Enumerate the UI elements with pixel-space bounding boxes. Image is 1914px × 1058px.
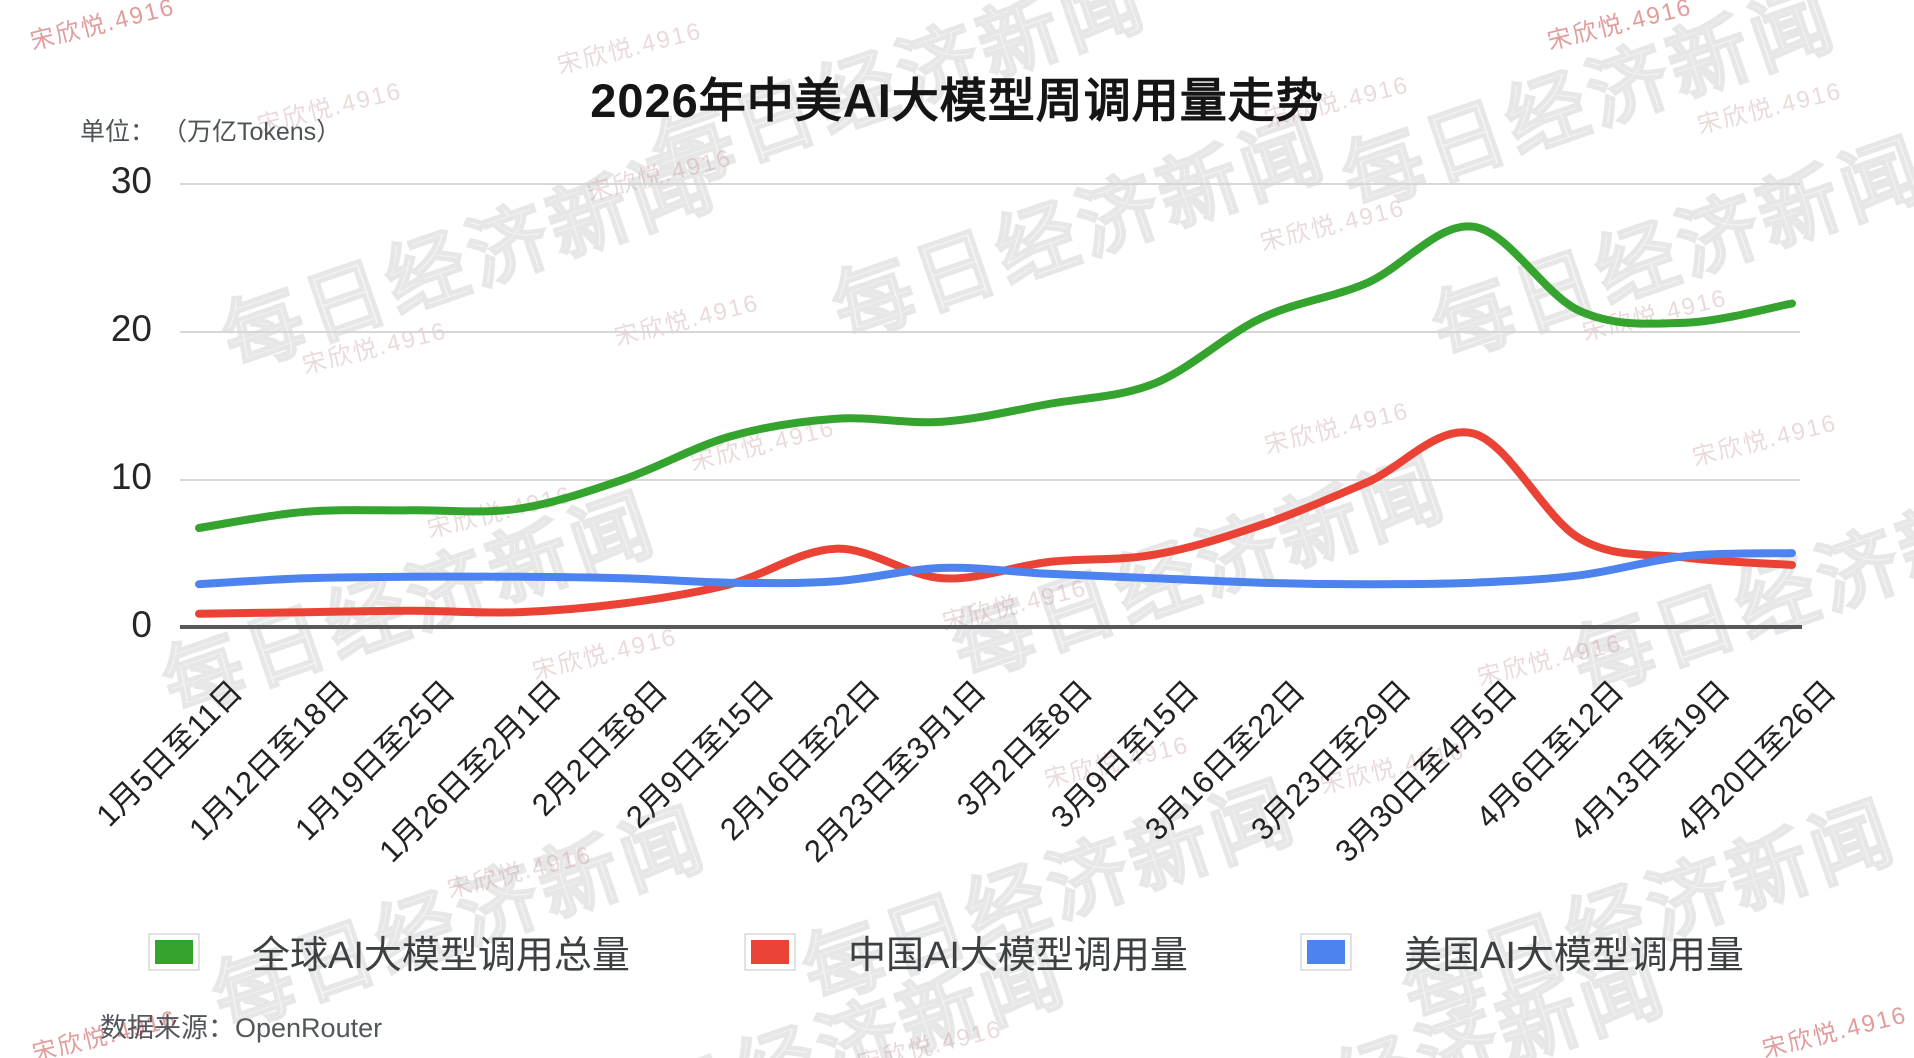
legend-label-global: 全球AI大模型调用总量 (252, 935, 630, 977)
data-source: 数据来源：OpenRouter (100, 1013, 383, 1043)
gridline (180, 183, 1800, 185)
page-title: 2026年中美AI大模型周调用量走势 (590, 74, 1324, 127)
x-axis-line (180, 625, 1802, 629)
series-line-1 (195, 428, 1796, 618)
legend-label-china: 中国AI大模型调用量 (848, 935, 1188, 977)
series-line-0 (195, 222, 1796, 532)
y-axis-label: 20 (110, 308, 152, 349)
series-line-2 (195, 549, 1796, 589)
unit-label: 单位： （万亿Tokens） (80, 112, 341, 148)
legend-label-usa: 美国AI大模型调用量 (1404, 935, 1744, 977)
legend-swatch-usa (1300, 932, 1352, 971)
y-axis-label: 30 (110, 160, 152, 201)
unit-value: （万亿Tokens） (161, 118, 342, 146)
y-axis-label: 0 (131, 604, 152, 645)
legend-swatch-global (148, 932, 200, 971)
legend-item-china[interactable]: 中国AI大模型调用量 (744, 924, 1188, 979)
y-axis-label: 10 (110, 456, 152, 497)
legend-item-global[interactable]: 全球AI大模型调用总量 (148, 924, 630, 979)
gridline (180, 479, 1800, 481)
gridline (180, 331, 1800, 333)
unit-prefix: 单位： (80, 118, 156, 146)
legend-item-usa[interactable]: 美国AI大模型调用量 (1300, 924, 1744, 979)
legend-swatch-china (744, 932, 796, 971)
